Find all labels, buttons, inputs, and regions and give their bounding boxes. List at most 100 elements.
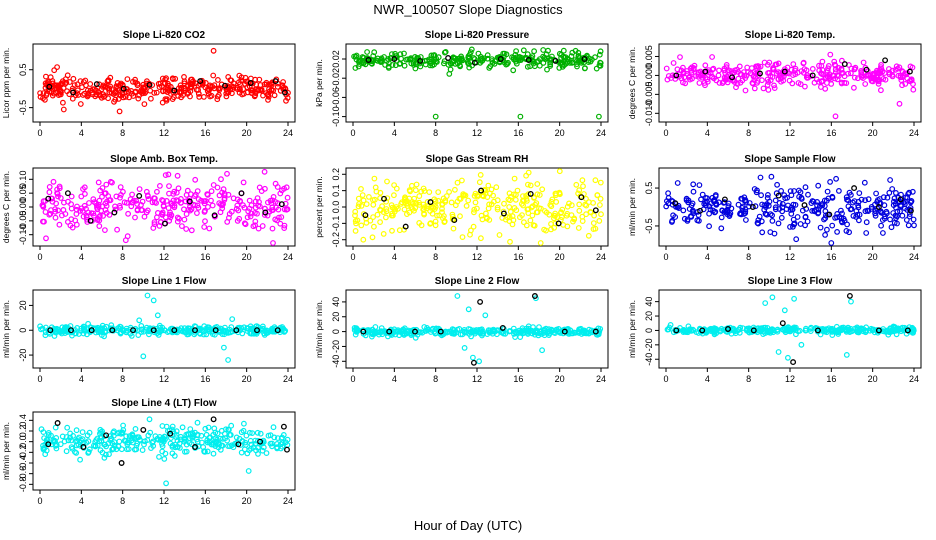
data-point xyxy=(784,70,791,76)
data-point xyxy=(252,218,259,225)
data-point xyxy=(67,430,73,437)
data-point xyxy=(210,450,217,457)
data-point xyxy=(461,192,468,199)
data-point xyxy=(757,174,764,181)
data-point xyxy=(744,326,750,333)
outlier-point xyxy=(476,358,483,365)
data-point xyxy=(141,101,148,107)
data-point xyxy=(47,210,54,217)
data-point xyxy=(674,180,681,186)
data-point xyxy=(254,429,261,436)
data-point xyxy=(746,200,753,206)
data-point xyxy=(690,181,697,188)
data-point xyxy=(401,330,408,337)
data-point xyxy=(106,451,112,458)
data-point xyxy=(555,326,562,332)
data-point xyxy=(759,77,765,84)
data-point xyxy=(855,202,861,209)
data-point xyxy=(824,67,831,74)
y-tick-label: 0.02 xyxy=(331,50,341,68)
data-point xyxy=(135,95,142,102)
data-point xyxy=(484,331,491,338)
data-point xyxy=(417,63,424,70)
data-point xyxy=(559,328,566,335)
data-point xyxy=(356,200,362,207)
data-point xyxy=(576,187,583,194)
data-point xyxy=(262,185,268,192)
data-point xyxy=(582,65,588,71)
data-point xyxy=(127,196,134,203)
data-point xyxy=(903,217,910,223)
x-tick-label: 0 xyxy=(37,128,42,138)
data-point xyxy=(153,89,160,96)
data-point xyxy=(241,220,248,227)
outlier-point xyxy=(791,295,797,302)
data-point xyxy=(807,328,814,335)
x-tick-label: 24 xyxy=(596,128,606,138)
data-point xyxy=(213,440,219,446)
data-point xyxy=(159,448,166,455)
data-point xyxy=(564,55,571,62)
data-point xyxy=(240,427,247,434)
data-point xyxy=(132,214,138,221)
data-point xyxy=(525,191,532,198)
data-point xyxy=(739,207,746,214)
series-points xyxy=(37,292,289,363)
data-point xyxy=(809,65,816,72)
data-point xyxy=(752,203,759,210)
data-point xyxy=(810,198,817,205)
data-point xyxy=(156,454,162,460)
data-point xyxy=(80,186,86,192)
data-point xyxy=(69,332,75,339)
series-points xyxy=(37,47,291,115)
data-point xyxy=(150,225,157,231)
y-tick-label: 0.00 xyxy=(18,198,28,216)
data-point xyxy=(60,206,67,213)
data-point xyxy=(816,67,823,74)
data-point xyxy=(771,82,777,89)
reference-point xyxy=(757,70,763,77)
data-point xyxy=(597,62,604,69)
data-point xyxy=(216,87,223,93)
data-point xyxy=(592,177,599,184)
data-point xyxy=(169,75,176,82)
data-point xyxy=(94,435,101,442)
data-point xyxy=(138,207,145,214)
data-point xyxy=(891,195,898,202)
data-point xyxy=(723,64,730,71)
data-point xyxy=(575,225,582,231)
data-point xyxy=(252,222,259,229)
y-tick-label: -0.2 xyxy=(331,232,341,248)
data-point xyxy=(568,202,575,209)
data-point xyxy=(669,72,676,79)
data-point xyxy=(591,212,597,219)
data-point xyxy=(225,426,232,433)
data-point xyxy=(234,217,241,224)
data-point xyxy=(170,190,177,197)
data-point xyxy=(177,195,184,202)
data-point xyxy=(836,187,842,194)
data-point xyxy=(284,194,291,201)
data-point xyxy=(815,182,822,189)
data-point xyxy=(279,82,286,89)
data-point xyxy=(139,447,146,454)
outlier-point xyxy=(769,294,776,301)
reference-point xyxy=(672,200,679,207)
data-point xyxy=(698,196,704,203)
data-point xyxy=(747,70,754,77)
data-point xyxy=(85,320,91,327)
data-point xyxy=(167,90,174,97)
data-point xyxy=(863,219,870,226)
data-point xyxy=(897,208,903,215)
data-point xyxy=(704,76,711,83)
data-point xyxy=(556,168,563,175)
data-point xyxy=(245,208,252,215)
data-point xyxy=(132,89,139,96)
data-point xyxy=(207,82,213,89)
data-point xyxy=(115,95,122,102)
data-point xyxy=(385,64,392,71)
data-point xyxy=(208,197,214,204)
outlier-point xyxy=(224,170,230,177)
data-point xyxy=(689,64,695,71)
data-point xyxy=(92,442,99,449)
